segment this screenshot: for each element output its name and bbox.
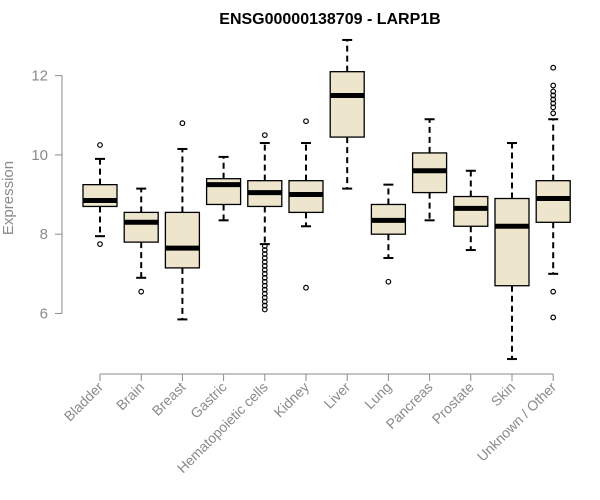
box-group xyxy=(370,183,407,285)
outlier-point xyxy=(303,284,309,291)
outlier-point xyxy=(261,263,268,269)
outlier-point xyxy=(261,302,268,309)
x-tick-label: Lung xyxy=(361,379,394,412)
outlier-point xyxy=(261,132,268,138)
box-group xyxy=(411,118,448,222)
outlier-point xyxy=(261,270,268,277)
x-tick-label: Breast xyxy=(149,379,189,419)
box-group xyxy=(329,38,365,190)
outlier-point xyxy=(261,294,268,301)
outlier-point xyxy=(385,278,392,285)
chart-title: ENSG00000138709 - LARP1B xyxy=(219,11,440,28)
box-group xyxy=(535,64,571,321)
outlier-point xyxy=(550,96,557,103)
box xyxy=(453,195,489,227)
box-group xyxy=(205,155,242,222)
y-tick-label: 8 xyxy=(40,226,48,243)
y-tick-label: 6 xyxy=(40,305,48,322)
outlier-point xyxy=(261,298,268,305)
outlier-point xyxy=(303,118,309,125)
outlier-point xyxy=(261,290,268,297)
outlier-point xyxy=(261,306,268,313)
outlier-point xyxy=(138,288,145,295)
outlier-point xyxy=(261,243,268,249)
x-tick-label: Skin xyxy=(488,379,519,410)
box xyxy=(494,197,530,287)
outlier-point xyxy=(261,255,268,261)
outlier-point xyxy=(550,314,557,321)
outlier-point xyxy=(179,120,186,127)
y-axis-label: Expression xyxy=(0,161,17,235)
outlier-point xyxy=(550,88,557,95)
box-group xyxy=(494,142,530,361)
box-group xyxy=(453,169,489,252)
outlier-point xyxy=(97,142,103,148)
outlier-point xyxy=(261,286,268,293)
y-axis: 6 8 10 12 xyxy=(31,68,63,322)
box xyxy=(535,180,571,223)
outlier-point xyxy=(97,241,103,248)
y-tick-label: 10 xyxy=(31,147,48,164)
box-group xyxy=(82,142,118,248)
outlier-point xyxy=(261,274,268,281)
box xyxy=(123,211,159,243)
box xyxy=(164,211,201,269)
box-group xyxy=(164,120,201,321)
box-group xyxy=(247,132,283,313)
outlier-point xyxy=(261,247,268,253)
x-tick-label: Brain xyxy=(113,379,147,413)
box-group xyxy=(123,187,159,295)
x-tick-label: Bladder xyxy=(61,379,107,425)
y-tick-label: 12 xyxy=(31,68,48,85)
outlier-point xyxy=(550,100,557,107)
box xyxy=(82,183,118,208)
x-tick-label: Kidney xyxy=(271,379,313,421)
box xyxy=(329,71,365,138)
outlier-point xyxy=(550,92,557,99)
outlier-point xyxy=(261,259,268,265)
outlier-point xyxy=(550,82,557,89)
outlier-point xyxy=(261,282,268,289)
outlier-point xyxy=(550,288,557,295)
box-group xyxy=(288,118,324,291)
outlier-point xyxy=(261,251,268,257)
outlier-point xyxy=(550,110,557,117)
outlier-point xyxy=(550,104,557,111)
outlier-point xyxy=(550,64,557,71)
outlier-point xyxy=(261,266,268,273)
plot-area xyxy=(82,38,571,361)
outlier-point xyxy=(261,278,268,285)
x-tick-label: Liver xyxy=(321,379,354,412)
x-tick-label: Prostate xyxy=(429,379,477,427)
